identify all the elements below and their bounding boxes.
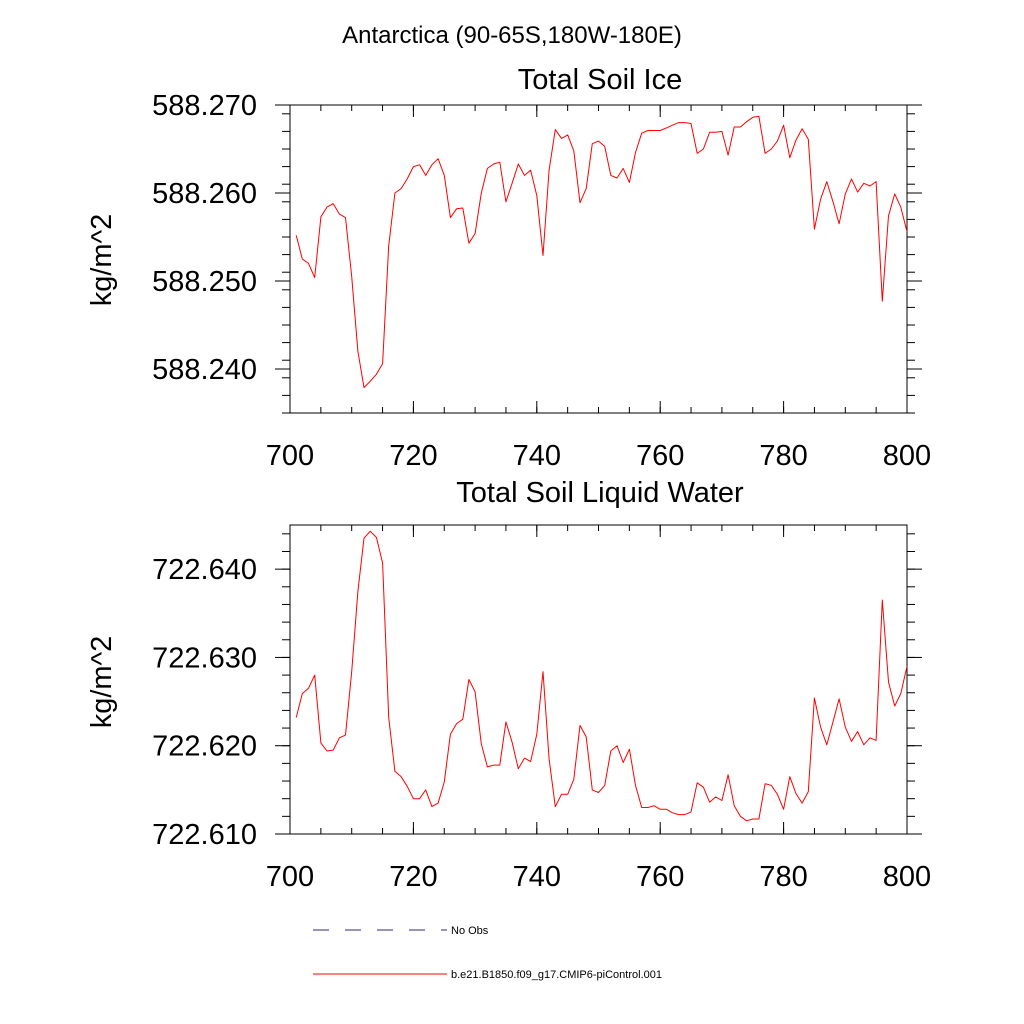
x-tick-label: 740 [513, 440, 561, 472]
y-tick-label: 722.620 [152, 731, 257, 763]
legend: No Obs b.e21.B1850.f09_g17.CMIP6-piContr… [313, 925, 662, 981]
series-layer [295, 115, 908, 388]
y-tick-label: 722.630 [152, 642, 257, 674]
legend-entry-no-obs: No Obs [313, 925, 489, 937]
x-tick-label: 780 [759, 440, 807, 472]
legend-label: No Obs [451, 925, 489, 937]
figure-title: Antarctica (90-65S,180W-180E) [342, 22, 682, 49]
panel-title: Total Soil Ice [518, 64, 682, 96]
axis-ticks [275, 104, 922, 414]
x-tick-label: 760 [636, 440, 684, 472]
y-tick-label: 588.240 [152, 354, 257, 386]
x-tick-label: 800 [883, 861, 931, 893]
y-tick-label: 722.640 [152, 554, 257, 586]
legend-label: b.e21.B1850.f09_g17.CMIP6-piControl.001 [451, 969, 662, 981]
series-line [295, 115, 908, 388]
axis-ticks [275, 525, 922, 835]
x-tick-label: 800 [883, 440, 931, 472]
panel-title: Total Soil Liquid Water [456, 477, 744, 509]
x-tick-label: 740 [513, 861, 561, 893]
x-tick-label: 700 [266, 440, 314, 472]
y-tick-label: 588.270 [152, 90, 257, 122]
panel-total-soil-liquid-water: Total Soil Liquid Water kg/m^2 700 720 740… [86, 477, 931, 893]
y-axis-title: kg/m^2 [86, 636, 118, 729]
panel-total-soil-ice: Total Soil Ice kg/m^2 700 720 740 760 780 800… [86, 64, 931, 472]
y-tick-label: 722.610 [152, 819, 257, 851]
x-tick-label: 780 [759, 861, 807, 893]
x-tick-label: 700 [266, 861, 314, 893]
series-layer [295, 530, 908, 822]
series-line [295, 530, 908, 822]
axis-tick-labels: 700 720 740 760 780 800 722.610 722.620 722.630 7… [152, 554, 931, 893]
x-tick-label: 760 [636, 861, 684, 893]
y-tick-label: 588.260 [152, 178, 257, 210]
axis-tick-labels: 700 720 740 760 780 800 588.240 588.250 588.260 5… [152, 90, 931, 472]
y-tick-label: 588.250 [152, 266, 257, 298]
legend-entry-model: b.e21.B1850.f09_g17.CMIP6-piControl.001 [313, 969, 662, 981]
y-axis-title: kg/m^2 [86, 214, 118, 307]
x-tick-label: 720 [389, 440, 437, 472]
x-tick-label: 720 [389, 861, 437, 893]
